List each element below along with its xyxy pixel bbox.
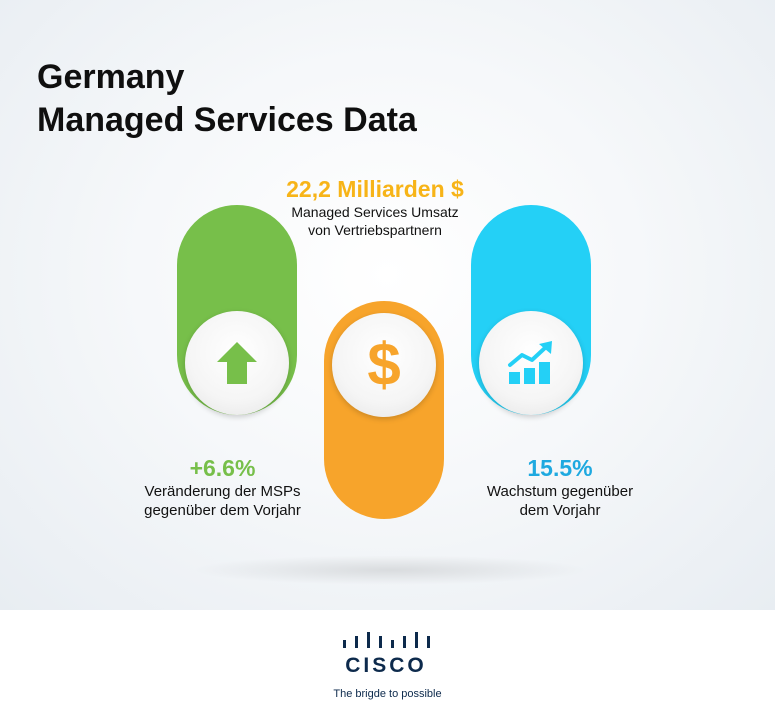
growth-chart-icon — [506, 340, 556, 386]
msp-change-value: +6.6% — [189, 455, 256, 481]
growth-desc-line-1: Wachstum gegenüber — [486, 483, 634, 500]
dollar-badge: $ — [332, 313, 436, 417]
dollar-sign-icon: $ — [367, 331, 401, 398]
growth-value: 15.5% — [527, 455, 593, 481]
growth-desc-line-2: dem Vorjahr — [519, 502, 601, 519]
arrow-up-badge — [185, 311, 289, 415]
growth-stat: 15.5% Wachstum gegenüber dem Vorjahr — [455, 454, 665, 520]
arrow-up-icon — [215, 340, 259, 386]
cisco-logo-text: CISCO — [345, 654, 427, 677]
title-line-2: Managed Services Data — [37, 101, 417, 139]
title-line-1: Germany — [37, 58, 185, 96]
footer: CISCO The brigde to possible — [0, 610, 775, 720]
revenue-desc-line-2: von Vertriebspartnern — [308, 222, 442, 238]
growth-badge — [479, 311, 583, 415]
cisco-bars-icon — [342, 632, 432, 657]
infographic-canvas: Germany Managed Services Data $ 22,2 Mil… — [0, 0, 775, 610]
revenue-desc-line-1: Managed Services Umsatz — [291, 204, 459, 220]
msp-change-stat: +6.6% Veränderung der MSPs gegenüber dem… — [115, 454, 330, 520]
msp-change-desc-line-2: gegenüber dem Vorjahr — [144, 502, 301, 519]
floor-shadow — [190, 555, 590, 585]
page-title: Germany Managed Services Data — [37, 56, 417, 142]
revenue-value: 22,2 Milliarden $ — [286, 176, 464, 202]
msp-change-desc-line-1: Veränderung der MSPs — [144, 483, 301, 500]
tagline: The brigde to possible — [333, 688, 442, 700]
revenue-stat: 22,2 Milliarden $ Managed Services Umsat… — [260, 176, 490, 239]
